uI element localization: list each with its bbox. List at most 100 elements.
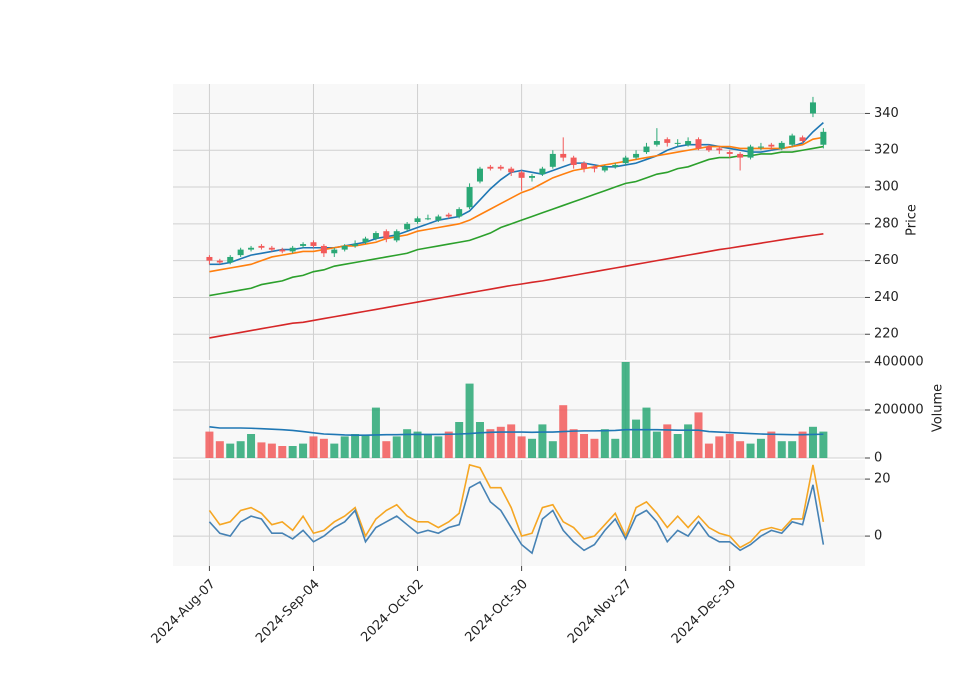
x-tick-label: 2024-Nov-27 — [565, 577, 635, 647]
candle-body — [331, 249, 338, 254]
volume-bar — [309, 436, 318, 458]
volume-bar — [642, 407, 651, 458]
candle-body — [716, 148, 723, 151]
candle-body — [435, 216, 442, 221]
y-tick-label: 340 — [874, 106, 899, 121]
volume-bar — [444, 431, 453, 458]
volume-bar — [694, 412, 703, 458]
y-tick-label: 220 — [874, 327, 899, 342]
candle-body — [685, 141, 692, 145]
candle-body — [778, 142, 785, 149]
candle-body — [237, 249, 244, 256]
volume-bar — [236, 441, 245, 458]
candle-body — [341, 245, 348, 250]
y-tick-label: 260 — [874, 253, 899, 268]
oscillator-line — [208, 480, 825, 555]
moving-average-line — [209, 136, 824, 273]
volume-bar — [361, 435, 370, 458]
volume-bar — [746, 443, 755, 458]
candle-body — [424, 218, 431, 220]
candle-body — [393, 231, 400, 241]
volume-bar — [423, 434, 432, 458]
y-tick-label: 280 — [874, 216, 899, 231]
candle-body — [591, 166, 598, 169]
volume-bar — [621, 362, 630, 458]
volume-bar — [226, 443, 235, 458]
candle-body — [372, 233, 379, 239]
candle-body — [227, 256, 234, 263]
volume-bar — [215, 441, 224, 458]
candle-body — [581, 163, 588, 169]
volume-axis-label: Volume — [931, 384, 946, 432]
candle-body — [508, 168, 515, 173]
candle-body — [216, 260, 223, 263]
candle-body — [404, 223, 411, 230]
volume-bar — [413, 431, 422, 458]
candle-body — [757, 146, 764, 148]
volume-bar — [819, 431, 828, 458]
volume-bar — [392, 436, 401, 458]
candle-body — [560, 153, 567, 158]
candle-body — [529, 176, 536, 178]
volume-bar — [288, 446, 297, 458]
moving-average-line — [209, 145, 824, 297]
volume-bar — [600, 429, 609, 458]
volume-bar — [756, 438, 765, 458]
candle-body — [206, 256, 213, 261]
candle-body — [539, 168, 546, 175]
volume-bar — [257, 442, 266, 458]
oscillator-panel — [173, 460, 865, 566]
price-panel — [173, 84, 865, 360]
y-tick-label: 400000 — [874, 355, 924, 370]
volume-bar — [475, 422, 484, 458]
y-tick-label: 300 — [874, 180, 899, 195]
candle-body — [601, 166, 608, 171]
candle-body — [352, 244, 359, 246]
volume-bar — [663, 424, 672, 458]
candle-body — [570, 157, 577, 165]
volume-bar — [319, 438, 328, 458]
volume-bar — [340, 436, 349, 458]
volume-bar — [330, 443, 339, 458]
x-tick-label: 2024-Dec-30 — [669, 577, 739, 647]
volume-bar — [611, 438, 620, 458]
volume-bar — [715, 436, 724, 458]
candle-body — [674, 142, 681, 144]
volume-bar — [538, 424, 547, 458]
volume-bar — [725, 434, 734, 458]
candle-body — [320, 245, 327, 254]
volume-bar — [590, 438, 599, 458]
volume-ma-line — [209, 426, 824, 436]
candle-body — [622, 157, 629, 164]
candle-body — [466, 187, 473, 208]
candle-body — [518, 172, 525, 178]
volume-bar — [299, 443, 308, 458]
y-tick-label: 0 — [874, 529, 882, 544]
volume-bar — [267, 443, 276, 458]
candle-body — [768, 144, 775, 147]
candle-body — [248, 247, 255, 250]
volume-bar — [371, 407, 380, 458]
candle-body — [258, 245, 265, 248]
volume-bar — [808, 426, 817, 458]
volume-bar — [684, 424, 693, 458]
volume-bar — [569, 429, 578, 458]
oscillator-line — [208, 463, 825, 549]
candle-body — [664, 139, 671, 143]
candle-body — [487, 166, 494, 169]
candle-body — [497, 166, 504, 169]
x-tick-label: 2024-Oct-02 — [358, 577, 426, 645]
volume-bar — [278, 446, 287, 458]
candle-body — [476, 168, 483, 182]
candle-body — [289, 247, 296, 252]
volume-bar — [652, 431, 661, 458]
candle-body — [549, 153, 556, 167]
volume-bar — [517, 436, 526, 458]
moving-average-line — [209, 232, 824, 339]
candle-body — [279, 249, 286, 252]
y-tick-label: 0 — [874, 451, 882, 466]
candle-body — [809, 102, 816, 114]
volume-bar — [382, 441, 391, 458]
candle-body — [799, 137, 806, 142]
y-tick-label: 240 — [874, 290, 899, 305]
